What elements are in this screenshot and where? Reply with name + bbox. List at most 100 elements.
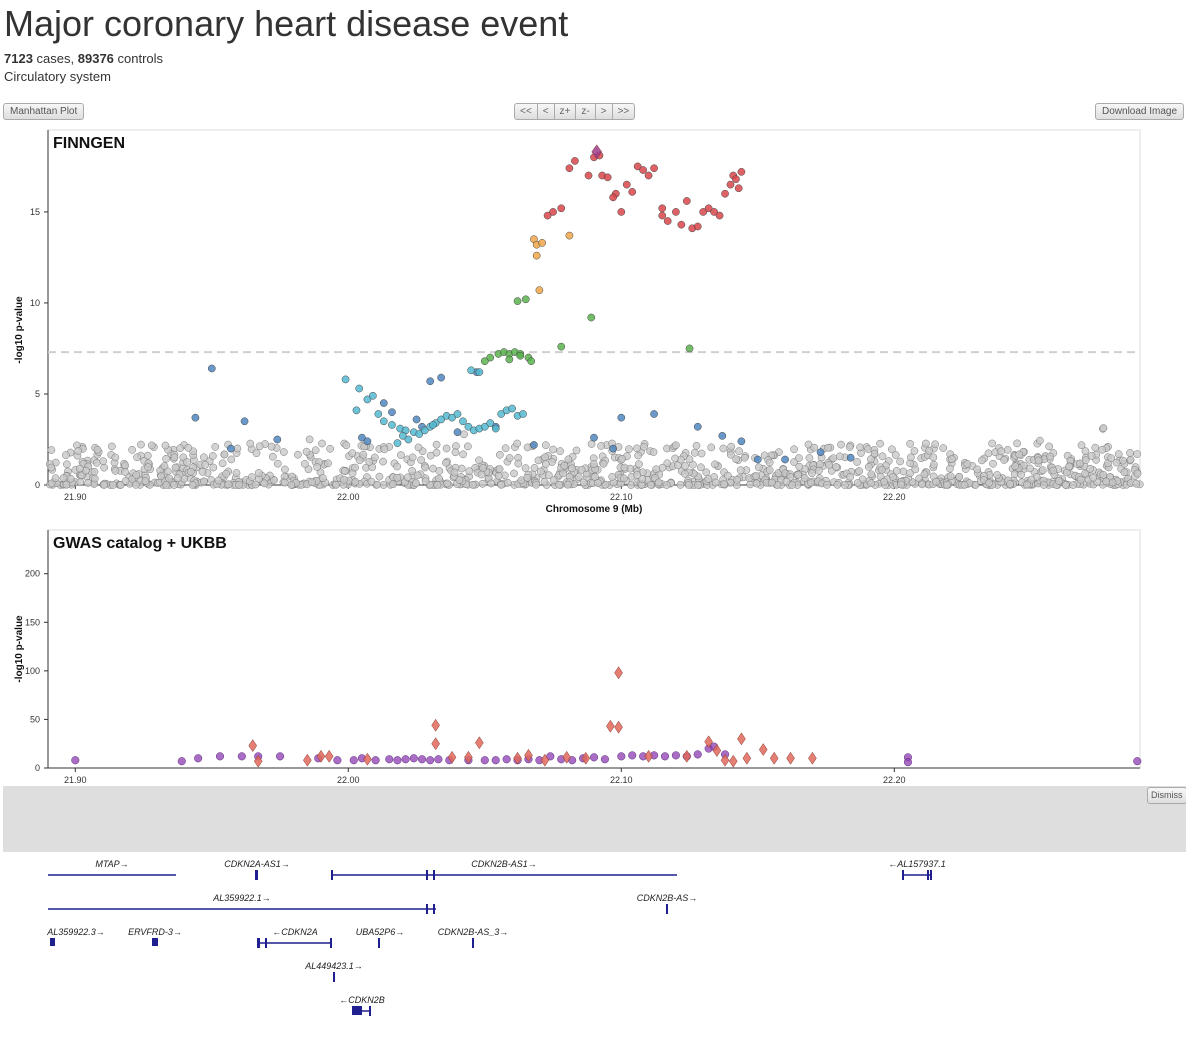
gene-cdkn2b-as[interactable]: CDKN2B-AS→ <box>637 893 698 914</box>
variant-point-background[interactable] <box>795 462 804 471</box>
gene-al449423-1[interactable]: AL449423.1→ <box>304 961 363 982</box>
gwas-catalog-point[interactable] <box>693 750 702 759</box>
variant-point-background[interactable] <box>704 475 713 483</box>
gwas-ukbb-point[interactable] <box>431 737 440 751</box>
variant-point-ld_red[interactable] <box>584 171 593 180</box>
gwas-ukbb-point[interactable] <box>303 753 312 767</box>
variant-point-ld_green[interactable] <box>521 295 530 304</box>
variant-point-ld_red[interactable] <box>715 211 724 220</box>
variant-point-background[interactable] <box>246 439 255 448</box>
variant-point-background[interactable] <box>379 481 388 489</box>
variant-point-ld_red[interactable] <box>710 208 718 216</box>
variant-point-background[interactable] <box>946 464 954 473</box>
gwas-catalog-point[interactable] <box>385 755 394 764</box>
variant-point-background[interactable] <box>47 463 56 472</box>
lead-variant-point[interactable] <box>591 144 603 160</box>
variant-point-background[interactable] <box>676 481 685 489</box>
gwas-catalog-point[interactable] <box>426 756 435 765</box>
variant-point-background[interactable] <box>1091 443 1100 452</box>
variant-point-background[interactable] <box>313 463 322 471</box>
variant-point-background[interactable] <box>719 444 728 453</box>
variant-point-ld_cyan[interactable] <box>369 391 377 400</box>
variant-point-background[interactable] <box>594 479 602 487</box>
variant-point-background[interactable] <box>697 463 705 472</box>
variant-point-ld_green[interactable] <box>685 344 694 353</box>
zoom-in-button[interactable]: z+ <box>553 103 577 120</box>
variant-point-background[interactable] <box>143 451 152 460</box>
variant-point-background[interactable] <box>170 481 178 489</box>
variant-point-background[interactable] <box>989 459 997 468</box>
variant-point-background[interactable] <box>899 467 908 476</box>
variant-point-background[interactable] <box>564 455 573 464</box>
variant-point-background[interactable] <box>160 462 169 470</box>
gwas-catalog-point[interactable] <box>349 756 358 765</box>
gwas-ukbb-point[interactable] <box>728 754 738 768</box>
gwas-ukbb-point[interactable] <box>614 666 623 680</box>
variant-point-background[interactable] <box>393 462 401 471</box>
variant-point-background[interactable] <box>340 467 349 476</box>
variant-point-ld_red[interactable] <box>726 180 735 189</box>
variant-point-background[interactable] <box>1086 464 1095 473</box>
variant-point-background[interactable] <box>563 480 572 489</box>
variant-point-background[interactable] <box>1065 462 1073 471</box>
variant-point-background[interactable] <box>432 440 441 449</box>
variant-point-background[interactable] <box>1087 452 1096 460</box>
gwas-ukbb-point[interactable] <box>562 750 572 764</box>
variant-point-background[interactable] <box>121 468 129 476</box>
variant-point-background[interactable] <box>1133 450 1141 458</box>
variant-point-background[interactable] <box>92 458 101 467</box>
variant-point-background[interactable] <box>301 460 309 468</box>
variant-point-background[interactable] <box>697 449 706 458</box>
variant-point-background[interactable] <box>906 469 914 477</box>
variant-point-background[interactable] <box>880 477 888 486</box>
gene-cdkn2b-as1[interactable]: CDKN2B-AS1→ <box>331 859 677 880</box>
variant-point-background[interactable] <box>183 458 191 466</box>
gwas-ukbb-point[interactable] <box>758 743 768 756</box>
gwas-ukbb-point[interactable] <box>475 736 484 750</box>
variant-point-background[interactable] <box>465 467 474 476</box>
variant-point-background[interactable] <box>332 480 340 489</box>
variant-point-ld_cyan[interactable] <box>404 435 413 444</box>
variant-point-background[interactable] <box>1003 445 1012 454</box>
variant-point-background[interactable] <box>111 467 120 475</box>
variant-point-background[interactable] <box>137 440 145 449</box>
variant-point-background[interactable] <box>732 455 740 464</box>
variant-point-background[interactable] <box>694 481 702 489</box>
variant-point-ld_cyan[interactable] <box>508 404 516 413</box>
variant-point-background[interactable] <box>147 441 156 450</box>
variant-point-background[interactable] <box>690 448 699 457</box>
variant-point-background[interactable] <box>1000 456 1009 464</box>
variant-point-background[interactable] <box>62 480 71 489</box>
variant-point-background[interactable] <box>910 447 919 455</box>
variant-point-background[interactable] <box>833 480 842 489</box>
variant-point-ld_red[interactable] <box>543 211 552 220</box>
gwas-ukbb-point[interactable] <box>513 751 522 765</box>
variant-point-ld_blue[interactable] <box>609 444 617 453</box>
variant-point-background[interactable] <box>540 477 549 486</box>
variant-point-background[interactable] <box>671 454 679 463</box>
variant-point-background[interactable] <box>867 470 876 479</box>
variant-point-background[interactable] <box>1098 445 1107 454</box>
variant-point-background[interactable] <box>248 473 256 481</box>
variant-point-background[interactable] <box>1114 450 1123 458</box>
variant-point-background[interactable] <box>342 441 351 450</box>
variant-point-background[interactable] <box>723 471 732 480</box>
variant-point-background[interactable] <box>1081 469 1089 478</box>
gwas-ukbb-point[interactable] <box>614 720 623 734</box>
variant-point-background[interactable] <box>176 444 185 452</box>
variant-point-ld_cyan[interactable] <box>415 430 424 438</box>
variant-point-background[interactable] <box>638 475 647 483</box>
variant-point-background[interactable] <box>1013 439 1021 448</box>
variant-point-background[interactable] <box>403 473 412 482</box>
gene-cdkn2b[interactable]: ←CDKN2B <box>339 995 385 1016</box>
variant-point-background[interactable] <box>413 471 422 480</box>
gene-al359922-1[interactable]: AL359922.1→ <box>48 893 436 914</box>
gwas-ukbb-point[interactable] <box>769 751 779 765</box>
variant-point-background[interactable] <box>93 445 102 454</box>
variant-point-ld_blue[interactable] <box>530 441 538 449</box>
variant-point-background[interactable] <box>906 439 914 448</box>
variant-point-ld_red[interactable] <box>734 184 743 193</box>
variant-point-background[interactable] <box>198 467 207 476</box>
variant-point-ld_blue[interactable] <box>781 455 789 464</box>
variant-point-background[interactable] <box>513 439 521 448</box>
